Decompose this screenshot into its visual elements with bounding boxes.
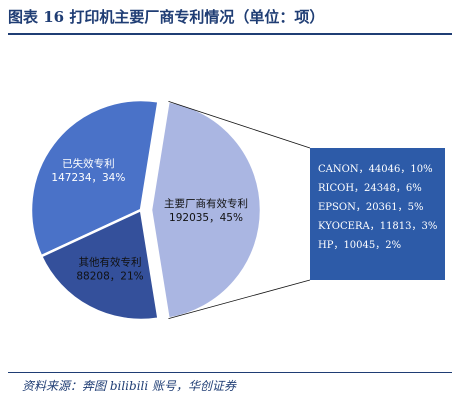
slice-label: 其他有效专利 <box>79 255 142 268</box>
slice-value-label: 192035，45% <box>169 212 243 224</box>
breakdown-item: RICOH，24348，6% <box>318 183 422 194</box>
breakdown-item: HP，10045，2% <box>318 240 401 251</box>
slice-major-vendor-patents <box>149 99 263 321</box>
slice-label: 已失效专利 <box>62 157 115 170</box>
breakdown-item: CANON，44046，10% <box>318 164 433 175</box>
breakdown-item: EPSON，20361，5% <box>318 202 424 213</box>
figure-title: 图表 16 打印机主要厂商专利情况（单位：项） <box>8 8 325 26</box>
slice-label: 主要厂商有效专利 <box>164 197 248 210</box>
slice-expired-patents <box>29 98 160 258</box>
title-rule <box>8 33 452 35</box>
connector-line-top <box>168 101 311 149</box>
breakdown-box <box>310 148 445 280</box>
connector-line-bottom <box>168 279 311 319</box>
source-note: 资料来源：奔图 bilibili 账号，华创证券 <box>22 379 237 393</box>
slice-value-label: 147234，34% <box>51 172 125 184</box>
slice-value-label: 88208，21% <box>76 270 143 282</box>
footer-rule <box>8 372 452 373</box>
breakdown-item: KYOCERA，11813，3% <box>318 221 437 232</box>
slice-other-valid-patents <box>39 208 160 322</box>
